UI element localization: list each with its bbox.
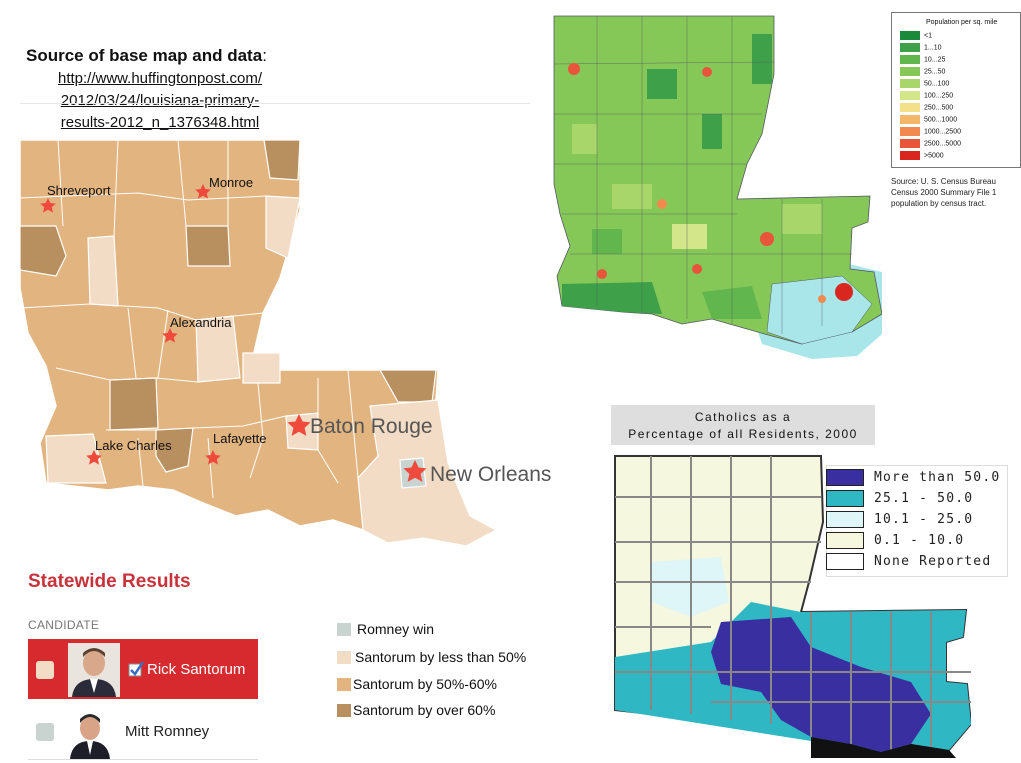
- source-link-line-1[interactable]: http://www.huffingtonpost.com/: [57, 70, 262, 87]
- urban-hotspots: [568, 63, 853, 303]
- source-link-line-2[interactable]: 2012/03/24/louisiana-primary-: [60, 92, 260, 109]
- legend-romney-win: Romney win: [337, 621, 637, 641]
- city-label-alexandria: Alexandria: [170, 315, 232, 330]
- population-source-line-3: population by census tract.: [891, 199, 987, 208]
- catholic-parish-borders: [615, 456, 971, 752]
- source-title-colon: :: [262, 46, 267, 65]
- catholic-coast-black: [811, 737, 956, 758]
- romney-avatar: [68, 711, 112, 759]
- santorum-swatch: [36, 661, 54, 679]
- city-label-new-orleans: New Orleans: [430, 463, 552, 486]
- catholic-map-title: Catholics as a Percentage of all Residen…: [611, 405, 875, 445]
- pop-legend-row-4: 25...50: [900, 67, 945, 76]
- city-label-monroe: Monroe: [209, 175, 254, 190]
- city-label-lafayette: Lafayette: [213, 431, 267, 446]
- source-title-text: Source of base map and data: [26, 46, 263, 65]
- low-density-patches: [572, 34, 822, 254]
- catholic-legend-row-1: More than 50.0: [826, 469, 1000, 486]
- legend-santorum-lt50: Santorum by less than 50%: [337, 649, 637, 669]
- pop-legend-row-6: 100...250: [900, 91, 953, 100]
- pop-legend-row-1: <1: [900, 31, 932, 40]
- romney-swatch: [36, 723, 54, 741]
- candidate-row-santorum[interactable]: Rick Santorum: [28, 639, 258, 699]
- candidate-column-header: CANDIDATE: [28, 618, 100, 632]
- parish-over60-north: [263, 139, 301, 181]
- parish-over60-sw: [109, 377, 159, 431]
- population-density-map: [553, 15, 882, 359]
- city-label-baton-rouge: Baton Rouge: [310, 415, 433, 438]
- monroe-star: [195, 184, 211, 199]
- catholic-title-line-1: Catholics as a: [694, 410, 792, 424]
- romney-name: Mitt Romney: [125, 723, 210, 740]
- lake-charles-star: [86, 450, 102, 465]
- legend-label-50-60: Santorum by 50%-60%: [353, 676, 497, 692]
- parish-over60-acadia: [155, 427, 194, 473]
- legend-swatch-romney: [337, 623, 351, 636]
- lafayette-star: [205, 450, 221, 465]
- catholic-over50-region: [711, 617, 931, 752]
- legend-swatch-50-60: [337, 678, 351, 691]
- legend-swatch-over60: [337, 704, 351, 717]
- statewide-results-heading: Statewide Results: [28, 571, 191, 592]
- pop-legend-row-7: 250...500: [900, 103, 953, 112]
- alexandria-star: [162, 328, 178, 343]
- parish-lt50-1: [265, 195, 301, 259]
- baton-rouge-star: [287, 414, 311, 436]
- population-source: Source: U. S. Census Bureau Census 2000 …: [891, 176, 996, 209]
- city-label-shreveport: Shreveport: [47, 183, 111, 198]
- shreveport-star: [40, 198, 56, 213]
- population-parish-borders: [553, 16, 852, 334]
- primary-results-map: [19, 139, 498, 547]
- pop-legend-row-3: 10...25: [900, 55, 945, 64]
- pop-legend-row-5: 50...100: [900, 79, 949, 88]
- parish-over60-ne: [185, 225, 231, 267]
- winner-check-icon: [128, 661, 144, 677]
- catholic-legend-row-2: 25.1 - 50.0: [826, 490, 973, 507]
- source-link-line-3[interactable]: results-2012_n_1376348.html: [60, 114, 260, 131]
- pop-legend-row-2: 1...10: [900, 43, 942, 52]
- city-label-lake-charles: Lake Charles: [95, 438, 172, 453]
- legend-label-over60: Santorum by over 60%: [353, 702, 496, 718]
- parish-over60-nw: [19, 225, 67, 277]
- population-legend-title: Population per sq. mile: [926, 19, 998, 26]
- parish-borders: [19, 139, 359, 499]
- catholic-legend-row-3: 10.1 - 25.0: [826, 511, 973, 528]
- source-title: Source of base map and data:: [26, 46, 267, 66]
- legend-label-lt50: Santorum by less than 50%: [355, 649, 527, 665]
- catholic-legend-row-4: 0.1 - 10.0: [826, 532, 964, 549]
- catholic-title-line-2: Percentage of all Residents, 2000: [628, 427, 858, 441]
- legend-label-romney: Romney win: [357, 621, 435, 637]
- parish-lt50-7: [357, 399, 498, 547]
- parish-lt50-4: [242, 352, 281, 384]
- santorum-avatar: [68, 643, 120, 697]
- population-legend: Population per sq. mile <1 1...10 10...2…: [891, 12, 1021, 168]
- santorum-name: Rick Santorum: [147, 661, 246, 678]
- population-source-line-1: Source: U. S. Census Bureau: [891, 177, 996, 186]
- parish-lt50-2: [87, 235, 119, 307]
- parish-lt50-5: [45, 433, 107, 484]
- pop-legend-row-9: 1000...2500: [900, 127, 961, 136]
- city-markers: [40, 184, 427, 482]
- catholic-legend-row-5: None Reported: [826, 553, 991, 570]
- coastal-marsh-green: [562, 282, 662, 314]
- divider: [20, 103, 530, 104]
- pop-legend-row-11: >5000: [900, 151, 944, 160]
- new-orleans-star: [403, 460, 427, 482]
- pop-legend-row-10: 2500...5000: [900, 139, 961, 148]
- legend-santorum-over60: Santorum by over 60%: [337, 702, 637, 722]
- population-source-line-2: Census 2000 Summary File 1: [891, 188, 997, 197]
- candidate-row-romney[interactable]: Mitt Romney: [28, 707, 258, 760]
- legend-swatch-lt50: [337, 651, 351, 664]
- legend-santorum-50-60: Santorum by 50%-60%: [337, 676, 637, 696]
- pop-legend-row-8: 500...1000: [900, 115, 957, 124]
